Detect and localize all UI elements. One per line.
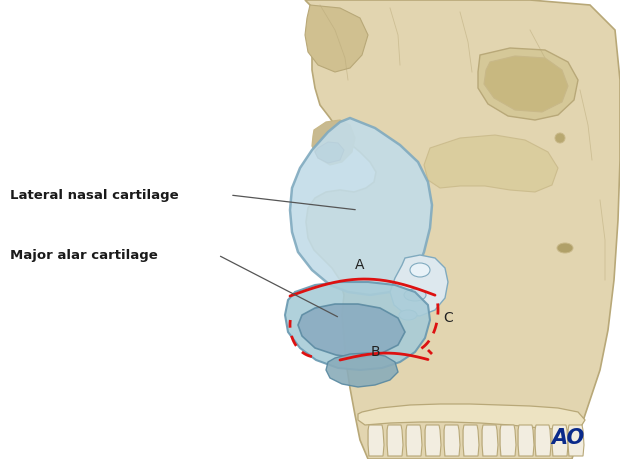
Polygon shape xyxy=(518,425,534,456)
Polygon shape xyxy=(326,353,398,387)
Text: A: A xyxy=(355,258,365,272)
Text: Lateral nasal cartilage: Lateral nasal cartilage xyxy=(10,189,179,202)
Polygon shape xyxy=(478,48,578,120)
Polygon shape xyxy=(358,404,585,430)
Polygon shape xyxy=(290,118,432,295)
Text: B: B xyxy=(370,345,380,359)
Polygon shape xyxy=(500,425,516,456)
Circle shape xyxy=(555,133,565,143)
Polygon shape xyxy=(285,282,430,370)
Polygon shape xyxy=(424,135,558,192)
Polygon shape xyxy=(444,425,460,456)
Polygon shape xyxy=(406,425,422,456)
Polygon shape xyxy=(568,425,584,456)
Ellipse shape xyxy=(404,289,426,301)
Polygon shape xyxy=(463,425,479,456)
Polygon shape xyxy=(390,255,448,316)
Polygon shape xyxy=(368,425,384,456)
Polygon shape xyxy=(535,425,551,456)
Ellipse shape xyxy=(557,243,573,253)
Polygon shape xyxy=(387,425,403,456)
Text: C: C xyxy=(443,311,453,325)
Polygon shape xyxy=(552,425,568,456)
Polygon shape xyxy=(305,0,620,459)
Polygon shape xyxy=(315,142,344,163)
Ellipse shape xyxy=(410,263,430,277)
Text: AO: AO xyxy=(551,428,585,448)
Polygon shape xyxy=(312,120,355,165)
Polygon shape xyxy=(425,425,441,456)
Polygon shape xyxy=(484,56,568,112)
Polygon shape xyxy=(482,425,498,456)
Ellipse shape xyxy=(399,310,417,320)
Polygon shape xyxy=(298,304,405,358)
Polygon shape xyxy=(305,5,368,72)
Text: Major alar cartilage: Major alar cartilage xyxy=(10,248,157,262)
